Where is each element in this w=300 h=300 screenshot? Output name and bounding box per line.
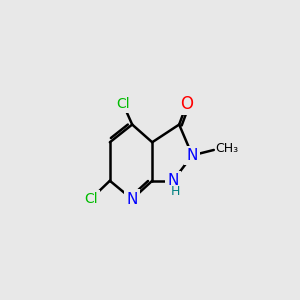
Text: Cl: Cl: [84, 192, 98, 206]
Text: N: N: [127, 192, 138, 207]
Text: N: N: [187, 148, 198, 163]
Text: N: N: [167, 173, 179, 188]
Text: O: O: [180, 95, 194, 113]
Text: CH₃: CH₃: [215, 142, 238, 155]
Text: H: H: [171, 185, 180, 198]
Text: Cl: Cl: [116, 97, 130, 111]
